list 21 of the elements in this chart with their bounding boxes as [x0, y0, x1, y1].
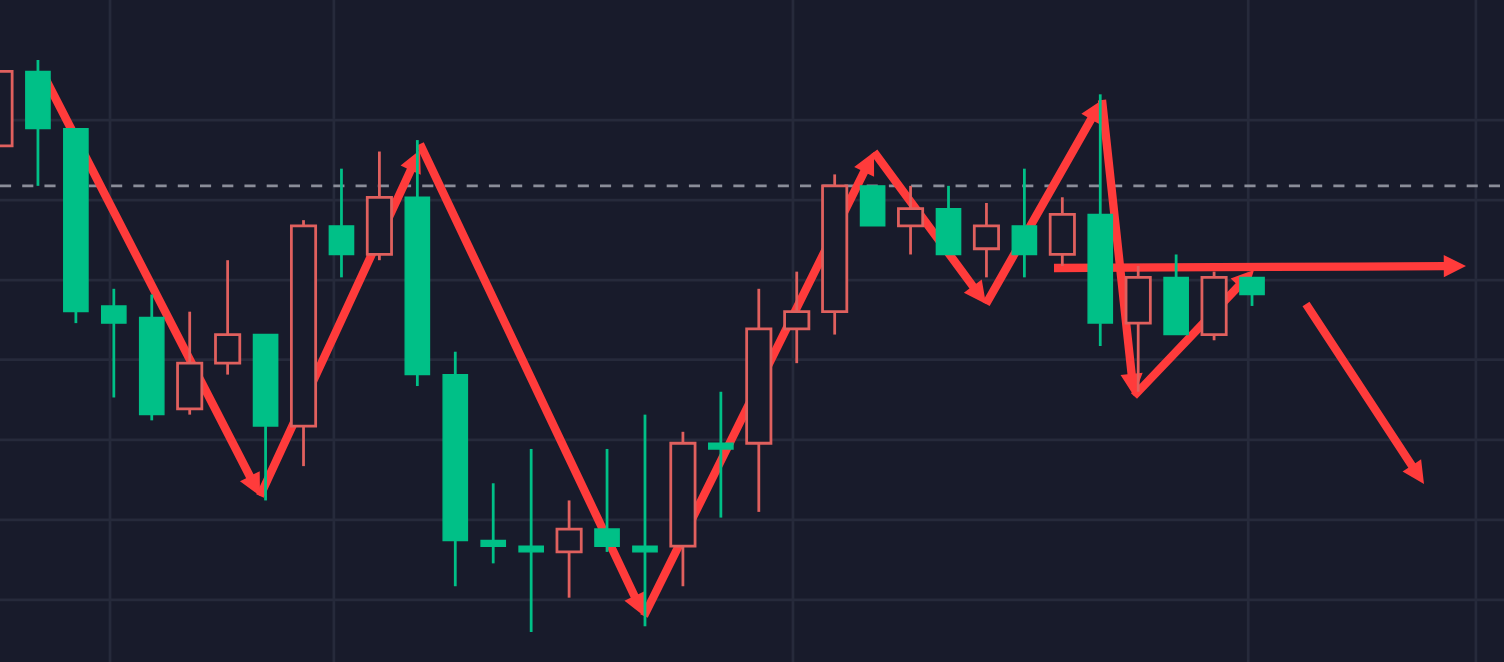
candlestick — [518, 447, 544, 634]
candlestick — [708, 390, 734, 519]
candlestick — [632, 413, 658, 628]
candlestick — [1048, 195, 1076, 268]
candlestick — [555, 499, 583, 600]
candlestick — [1124, 264, 1152, 394]
candlestick — [821, 173, 849, 336]
candlestick — [442, 350, 469, 588]
candlestick — [100, 287, 127, 399]
candlestick — [1011, 167, 1038, 279]
candlestick — [745, 287, 773, 514]
candlestick — [214, 258, 242, 376]
candlestick — [404, 138, 431, 388]
candlestick — [328, 167, 355, 279]
candlestick — [897, 184, 925, 256]
candlestick — [972, 201, 1000, 279]
candlestick — [138, 293, 165, 422]
candlestick — [1087, 92, 1114, 348]
candlestick — [480, 481, 507, 565]
candlestick — [783, 270, 811, 365]
candlestick — [176, 310, 204, 417]
